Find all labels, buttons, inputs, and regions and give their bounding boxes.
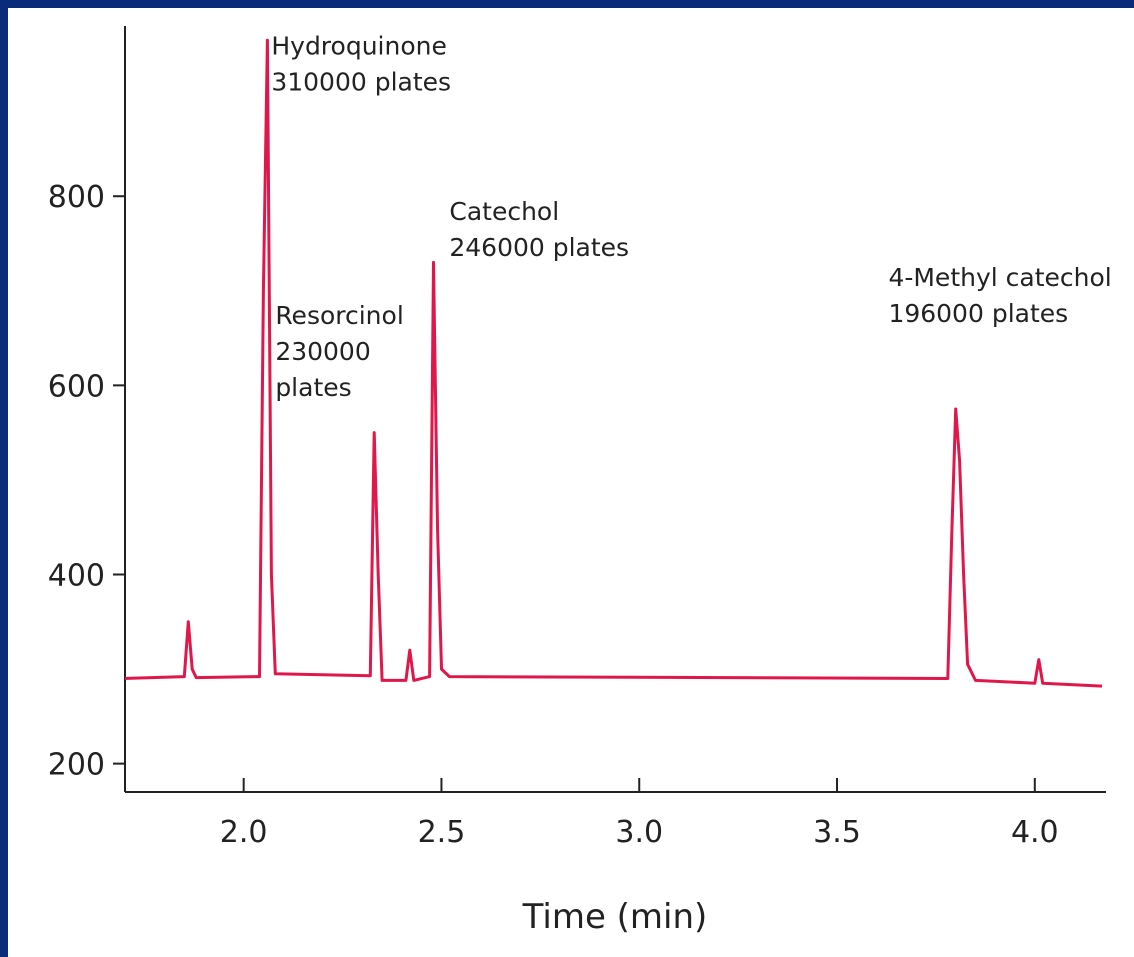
chromatogram-chart: 200 400 600 800 2.0 2.5 3.0 3.5 4.0 Hydroquinon…: [48, 26, 1112, 937]
x-tick-label: 2.5: [418, 815, 466, 850]
x-tick-label: 2.0: [220, 815, 268, 850]
y-tick-label: 600: [48, 369, 105, 404]
peak-annotations: Hydroquinone 310000 plates Resorcinol 23000…: [271, 31, 1111, 402]
peak-annotation: Catechol 246000 plates: [449, 197, 629, 262]
peak-annotation-line: 196000 plates: [888, 299, 1068, 328]
x-tick-label: 3.0: [615, 815, 663, 850]
x-axis-title: Time (min): [522, 897, 708, 937]
x-ticks: 2.0 2.5 3.0 3.5 4.0: [220, 778, 1059, 850]
peak-annotation: 4-Methyl catechol 196000 plates: [888, 263, 1111, 328]
x-tick-label: 4.0: [1011, 815, 1059, 850]
y-tick-label: 400: [48, 558, 105, 593]
peak-annotation-line: 246000 plates: [449, 233, 629, 262]
peak-annotation-line: 310000 plates: [271, 67, 451, 96]
y-tick-label: 800: [48, 180, 105, 215]
x-tick-label: 3.5: [813, 815, 861, 850]
peak-annotation-line: Resorcinol: [275, 301, 403, 330]
peak-annotation-line: 4-Methyl catechol: [888, 263, 1111, 292]
axes: [124, 26, 1106, 793]
y-ticks: 200 400 600 800: [48, 180, 125, 783]
peak-annotation: Resorcinol 230000 plates: [275, 301, 403, 402]
series-line: [124, 38, 1103, 688]
peak-annotation-line: Catechol: [449, 197, 559, 226]
peak-annotation-line: plates: [275, 373, 351, 402]
peak-annotation-line: 230000: [275, 337, 370, 366]
y-tick-label: 200: [48, 748, 105, 783]
peak-annotation: Hydroquinone 310000 plates: [271, 31, 451, 96]
chart-frame: 200 400 600 800 2.0 2.5 3.0 3.5 4.0 Hydroquinon…: [8, 8, 1134, 957]
peak-annotation-line: Hydroquinone: [271, 31, 447, 60]
